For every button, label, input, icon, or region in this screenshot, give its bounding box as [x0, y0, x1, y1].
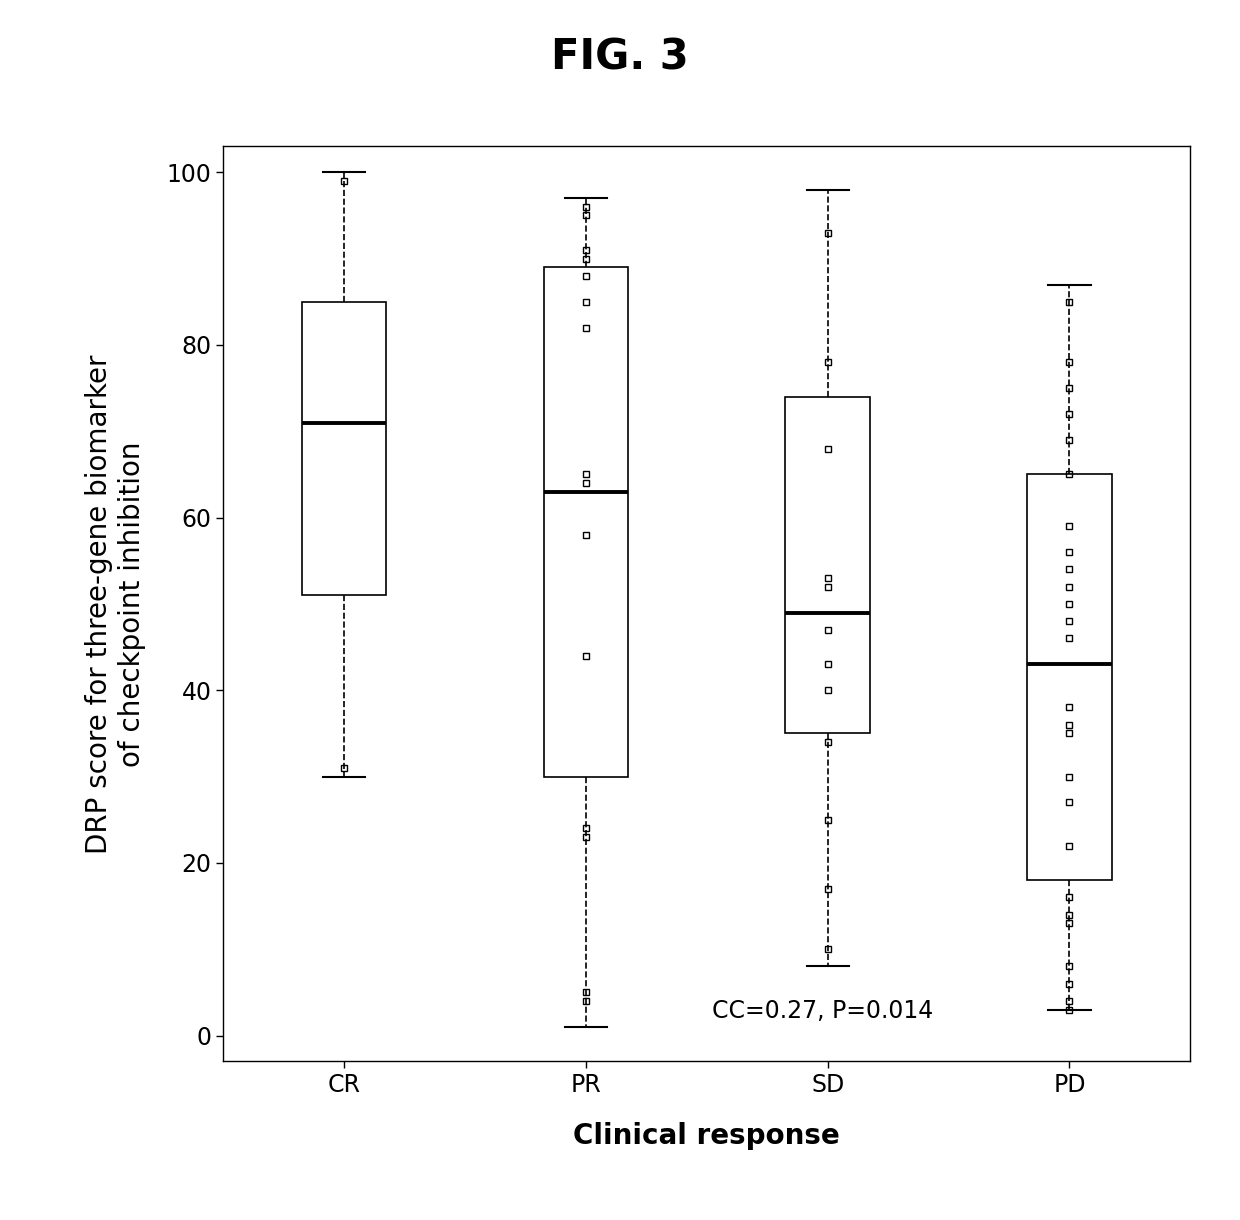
PathPatch shape	[301, 301, 387, 595]
X-axis label: Clinical response: Clinical response	[573, 1122, 841, 1150]
Text: FIG. 3: FIG. 3	[551, 37, 689, 78]
Y-axis label: DRP score for three-gene biomarker
of checkpoint inhibition: DRP score for three-gene biomarker of ch…	[86, 354, 145, 854]
PathPatch shape	[785, 396, 870, 733]
PathPatch shape	[1027, 475, 1112, 880]
Text: CC=0.27, P=0.014: CC=0.27, P=0.014	[712, 998, 932, 1022]
PathPatch shape	[543, 267, 629, 777]
